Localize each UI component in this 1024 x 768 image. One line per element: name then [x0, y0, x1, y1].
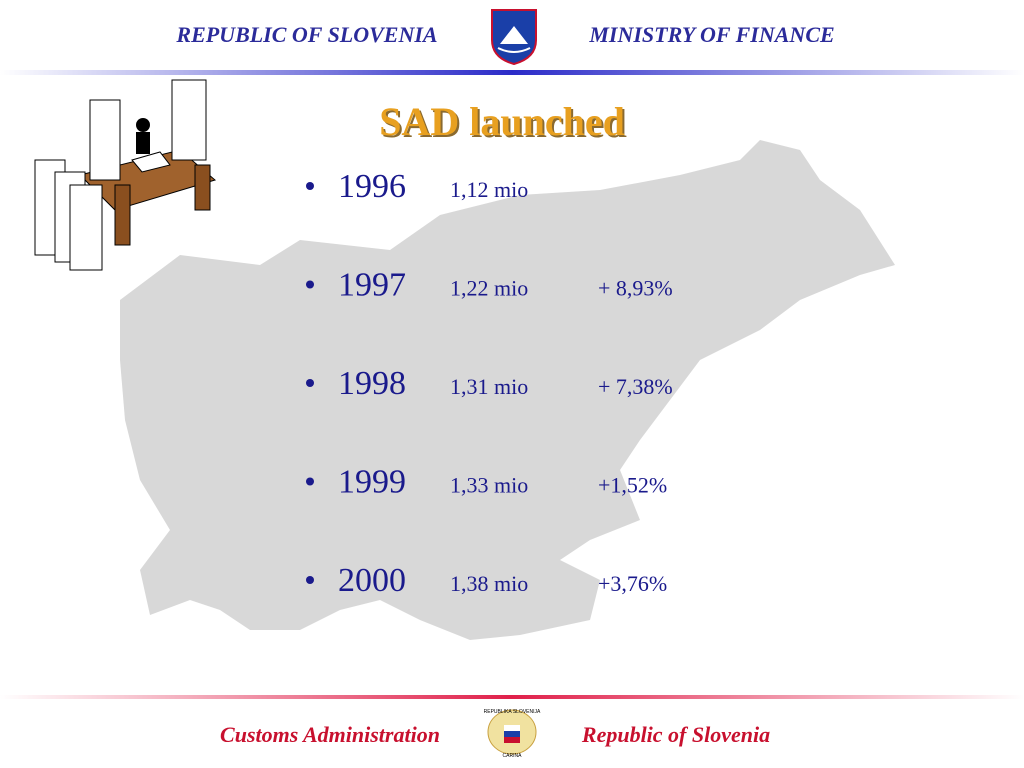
change: + 8,93% — [598, 276, 673, 301]
list: 1996 1,12 mio 1997 1,22 mio + 8,93% 1998 1,31 … — [306, 168, 673, 599]
emblem-top: REPUBLIKA SLOVENIJA — [484, 709, 541, 715]
customs-emblem: REPUBLIKA SLOVENIJA CARINA — [484, 709, 541, 759]
amount: 1,38 mio — [450, 571, 528, 596]
bullet — [306, 477, 314, 486]
year: 1998 — [338, 365, 406, 402]
bullet — [306, 576, 314, 584]
title: SAD launched — [379, 99, 625, 144]
footer-left: Customs Administration — [220, 722, 440, 747]
footer-right: Republic of Slovenia — [581, 722, 770, 747]
amount: 1,33 mio — [450, 473, 528, 498]
map — [120, 140, 895, 640]
bullet — [306, 182, 314, 190]
amount: 1,31 mio — [450, 374, 528, 399]
clipart — [34, 79, 217, 271]
year: 1999 — [338, 464, 406, 501]
amount: 1,22 mio — [450, 276, 528, 301]
bullet — [306, 379, 314, 387]
bullet — [306, 280, 314, 289]
change: + 7,38% — [598, 374, 673, 399]
change: +1,52% — [598, 473, 667, 498]
header-right: MINISTRY OF FINANCE — [588, 22, 834, 47]
coat-of-arms — [491, 9, 537, 66]
header-left: REPUBLIC OF SLOVENIA — [175, 22, 437, 47]
year: 1997 — [338, 267, 406, 304]
header-rule — [0, 70, 1024, 75]
change: +3,76% — [598, 571, 667, 596]
year: 1996 — [338, 168, 406, 205]
emblem-bottom: CARINA — [503, 753, 523, 759]
footer-rule — [0, 695, 1024, 699]
year: 2000 — [338, 562, 406, 599]
amount: 1,12 mio — [450, 177, 528, 202]
title-shadow: SAD launched — [381, 101, 627, 146]
